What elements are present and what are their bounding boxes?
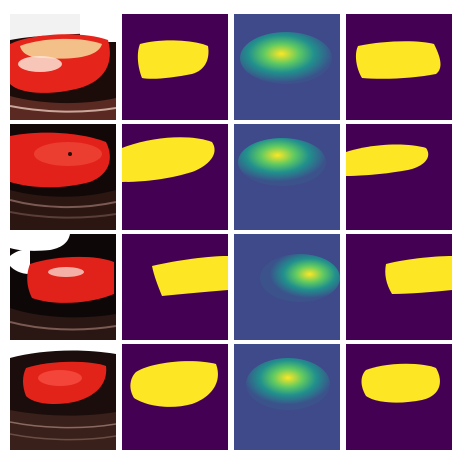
ground-truth-mask-2 — [122, 124, 228, 230]
heatmap-1 — [234, 14, 340, 120]
eye-photo-1 — [10, 14, 116, 120]
eye-photo-3 — [10, 234, 116, 340]
heatmap-2 — [234, 124, 340, 230]
eye-photo-2 — [10, 124, 116, 230]
predicted-mask-4 — [346, 344, 452, 450]
predicted-mask-3 — [346, 234, 452, 340]
ground-truth-mask-4 — [122, 344, 228, 450]
eye-photo-4 — [10, 344, 116, 450]
predicted-mask-2 — [346, 124, 452, 230]
ground-truth-mask-3 — [122, 234, 228, 340]
heatmap-3 — [234, 234, 340, 340]
predicted-mask-1 — [346, 14, 452, 120]
ground-truth-mask-1 — [122, 14, 228, 120]
heatmap-4 — [234, 344, 340, 450]
